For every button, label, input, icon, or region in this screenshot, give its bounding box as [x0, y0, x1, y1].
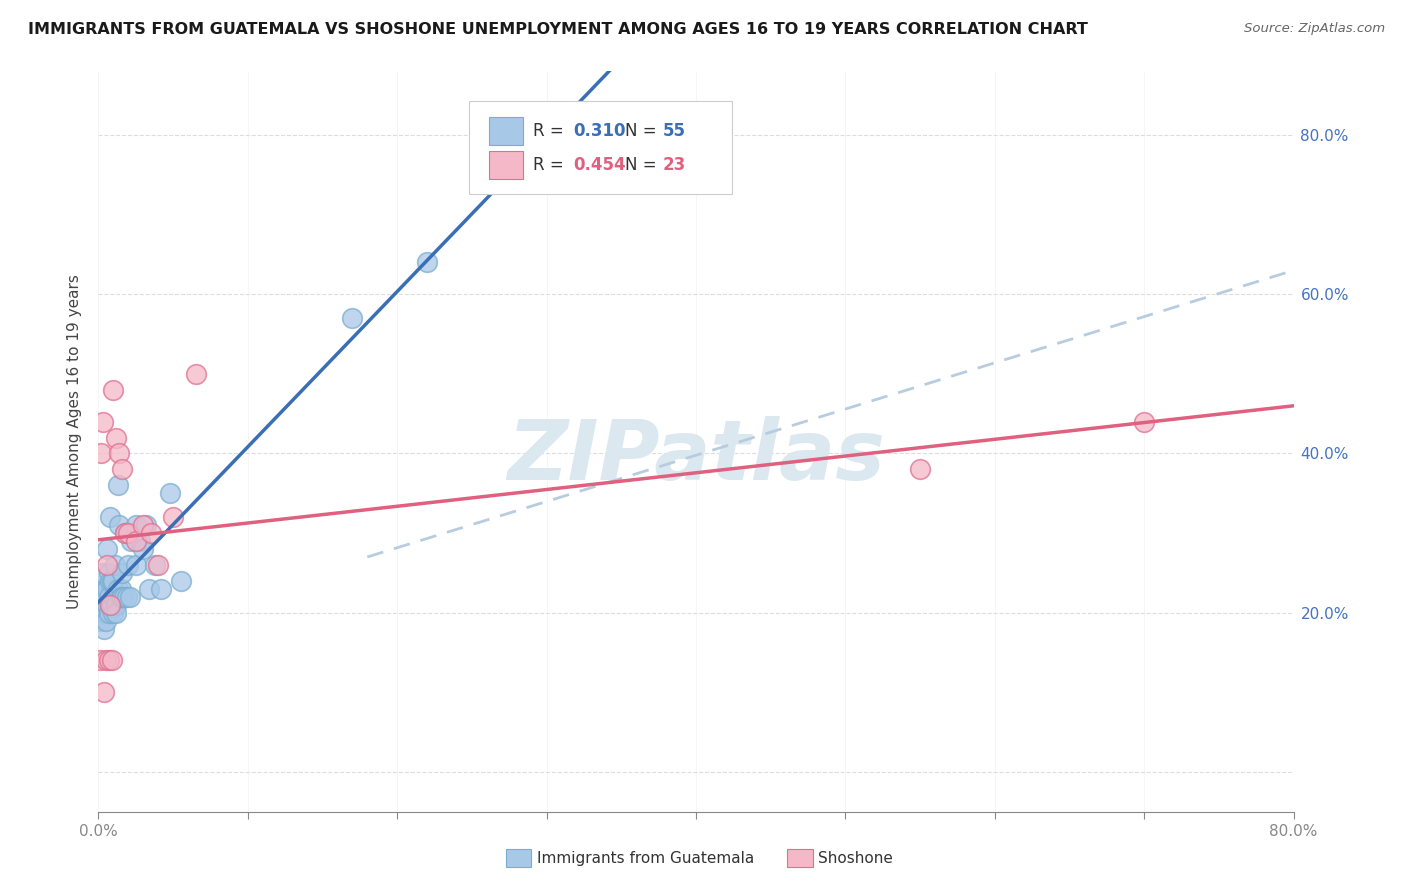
Text: N =: N = — [626, 156, 662, 174]
Point — [94, 606, 117, 620]
Point — [114, 526, 136, 541]
Point — [1133, 415, 1156, 429]
Point — [111, 566, 134, 580]
Point — [143, 558, 166, 572]
Point — [104, 558, 127, 572]
Point — [103, 606, 125, 620]
Text: IMMIGRANTS FROM GUATEMALA VS SHOSHONE UNEMPLOYMENT AMONG AGES 16 TO 19 YEARS COR: IMMIGRANTS FROM GUATEMALA VS SHOSHONE UN… — [28, 22, 1088, 37]
Point — [107, 478, 129, 492]
Point — [94, 614, 117, 628]
Point — [98, 510, 122, 524]
Point — [159, 486, 181, 500]
Point — [90, 446, 112, 460]
Point — [94, 582, 117, 596]
Point — [98, 598, 122, 612]
Text: 0.310: 0.310 — [572, 121, 626, 139]
Point — [908, 462, 931, 476]
Point — [132, 541, 155, 556]
Point — [110, 582, 132, 596]
Text: ZIPatlas: ZIPatlas — [508, 416, 884, 497]
Point — [118, 590, 141, 604]
Text: Source: ZipAtlas.com: Source: ZipAtlas.com — [1244, 22, 1385, 36]
Point — [103, 383, 125, 397]
Point — [169, 574, 191, 588]
Point — [111, 590, 134, 604]
Point — [105, 606, 128, 620]
Point — [101, 653, 124, 667]
Text: Immigrants from Guatemala: Immigrants from Guatemala — [537, 851, 755, 865]
Point — [139, 526, 162, 541]
Point — [416, 255, 439, 269]
Point — [96, 598, 118, 612]
Point — [117, 526, 139, 541]
Point — [96, 558, 118, 572]
Point — [94, 590, 117, 604]
Text: 0.454: 0.454 — [572, 156, 626, 174]
Point — [117, 558, 139, 572]
Point — [97, 566, 120, 580]
Point — [115, 590, 138, 604]
Point — [101, 598, 124, 612]
Point — [132, 518, 155, 533]
Y-axis label: Unemployment Among Ages 16 to 19 years: Unemployment Among Ages 16 to 19 years — [66, 274, 82, 609]
Point — [112, 590, 135, 604]
Point — [91, 566, 114, 580]
Point — [107, 582, 129, 596]
Point — [93, 622, 115, 636]
Point — [162, 510, 184, 524]
Point — [104, 590, 127, 604]
Point — [105, 431, 128, 445]
Point — [103, 574, 125, 588]
Point — [91, 606, 114, 620]
Point — [184, 367, 207, 381]
Point — [129, 534, 152, 549]
Point — [135, 518, 157, 533]
Point — [90, 590, 112, 604]
Point — [97, 653, 120, 667]
Point — [342, 311, 364, 326]
Point — [91, 598, 114, 612]
Point — [93, 590, 115, 604]
Point — [111, 462, 134, 476]
Point — [94, 653, 117, 667]
Text: R =: R = — [533, 156, 569, 174]
Point — [89, 582, 111, 596]
Point — [103, 590, 125, 604]
Point — [96, 541, 118, 556]
Text: 55: 55 — [662, 121, 686, 139]
Point — [108, 518, 131, 533]
Point — [93, 685, 115, 699]
Point — [98, 598, 122, 612]
Point — [138, 582, 160, 596]
Point — [96, 582, 118, 596]
Point — [120, 534, 142, 549]
Text: Shoshone: Shoshone — [818, 851, 893, 865]
Point — [101, 574, 124, 588]
Text: R =: R = — [533, 121, 569, 139]
Point — [114, 526, 136, 541]
Point — [97, 606, 120, 620]
Point — [91, 415, 114, 429]
Point — [90, 614, 112, 628]
FancyBboxPatch shape — [489, 117, 523, 145]
Text: N =: N = — [626, 121, 662, 139]
Point — [125, 518, 148, 533]
Point — [125, 558, 148, 572]
Point — [89, 653, 111, 667]
FancyBboxPatch shape — [470, 101, 733, 194]
Text: 23: 23 — [662, 156, 686, 174]
Point — [98, 574, 122, 588]
Point — [105, 598, 128, 612]
Point — [108, 446, 131, 460]
FancyBboxPatch shape — [489, 152, 523, 179]
Point — [110, 590, 132, 604]
Point — [125, 534, 148, 549]
Point — [150, 582, 173, 596]
Point — [148, 558, 170, 572]
Point — [97, 590, 120, 604]
